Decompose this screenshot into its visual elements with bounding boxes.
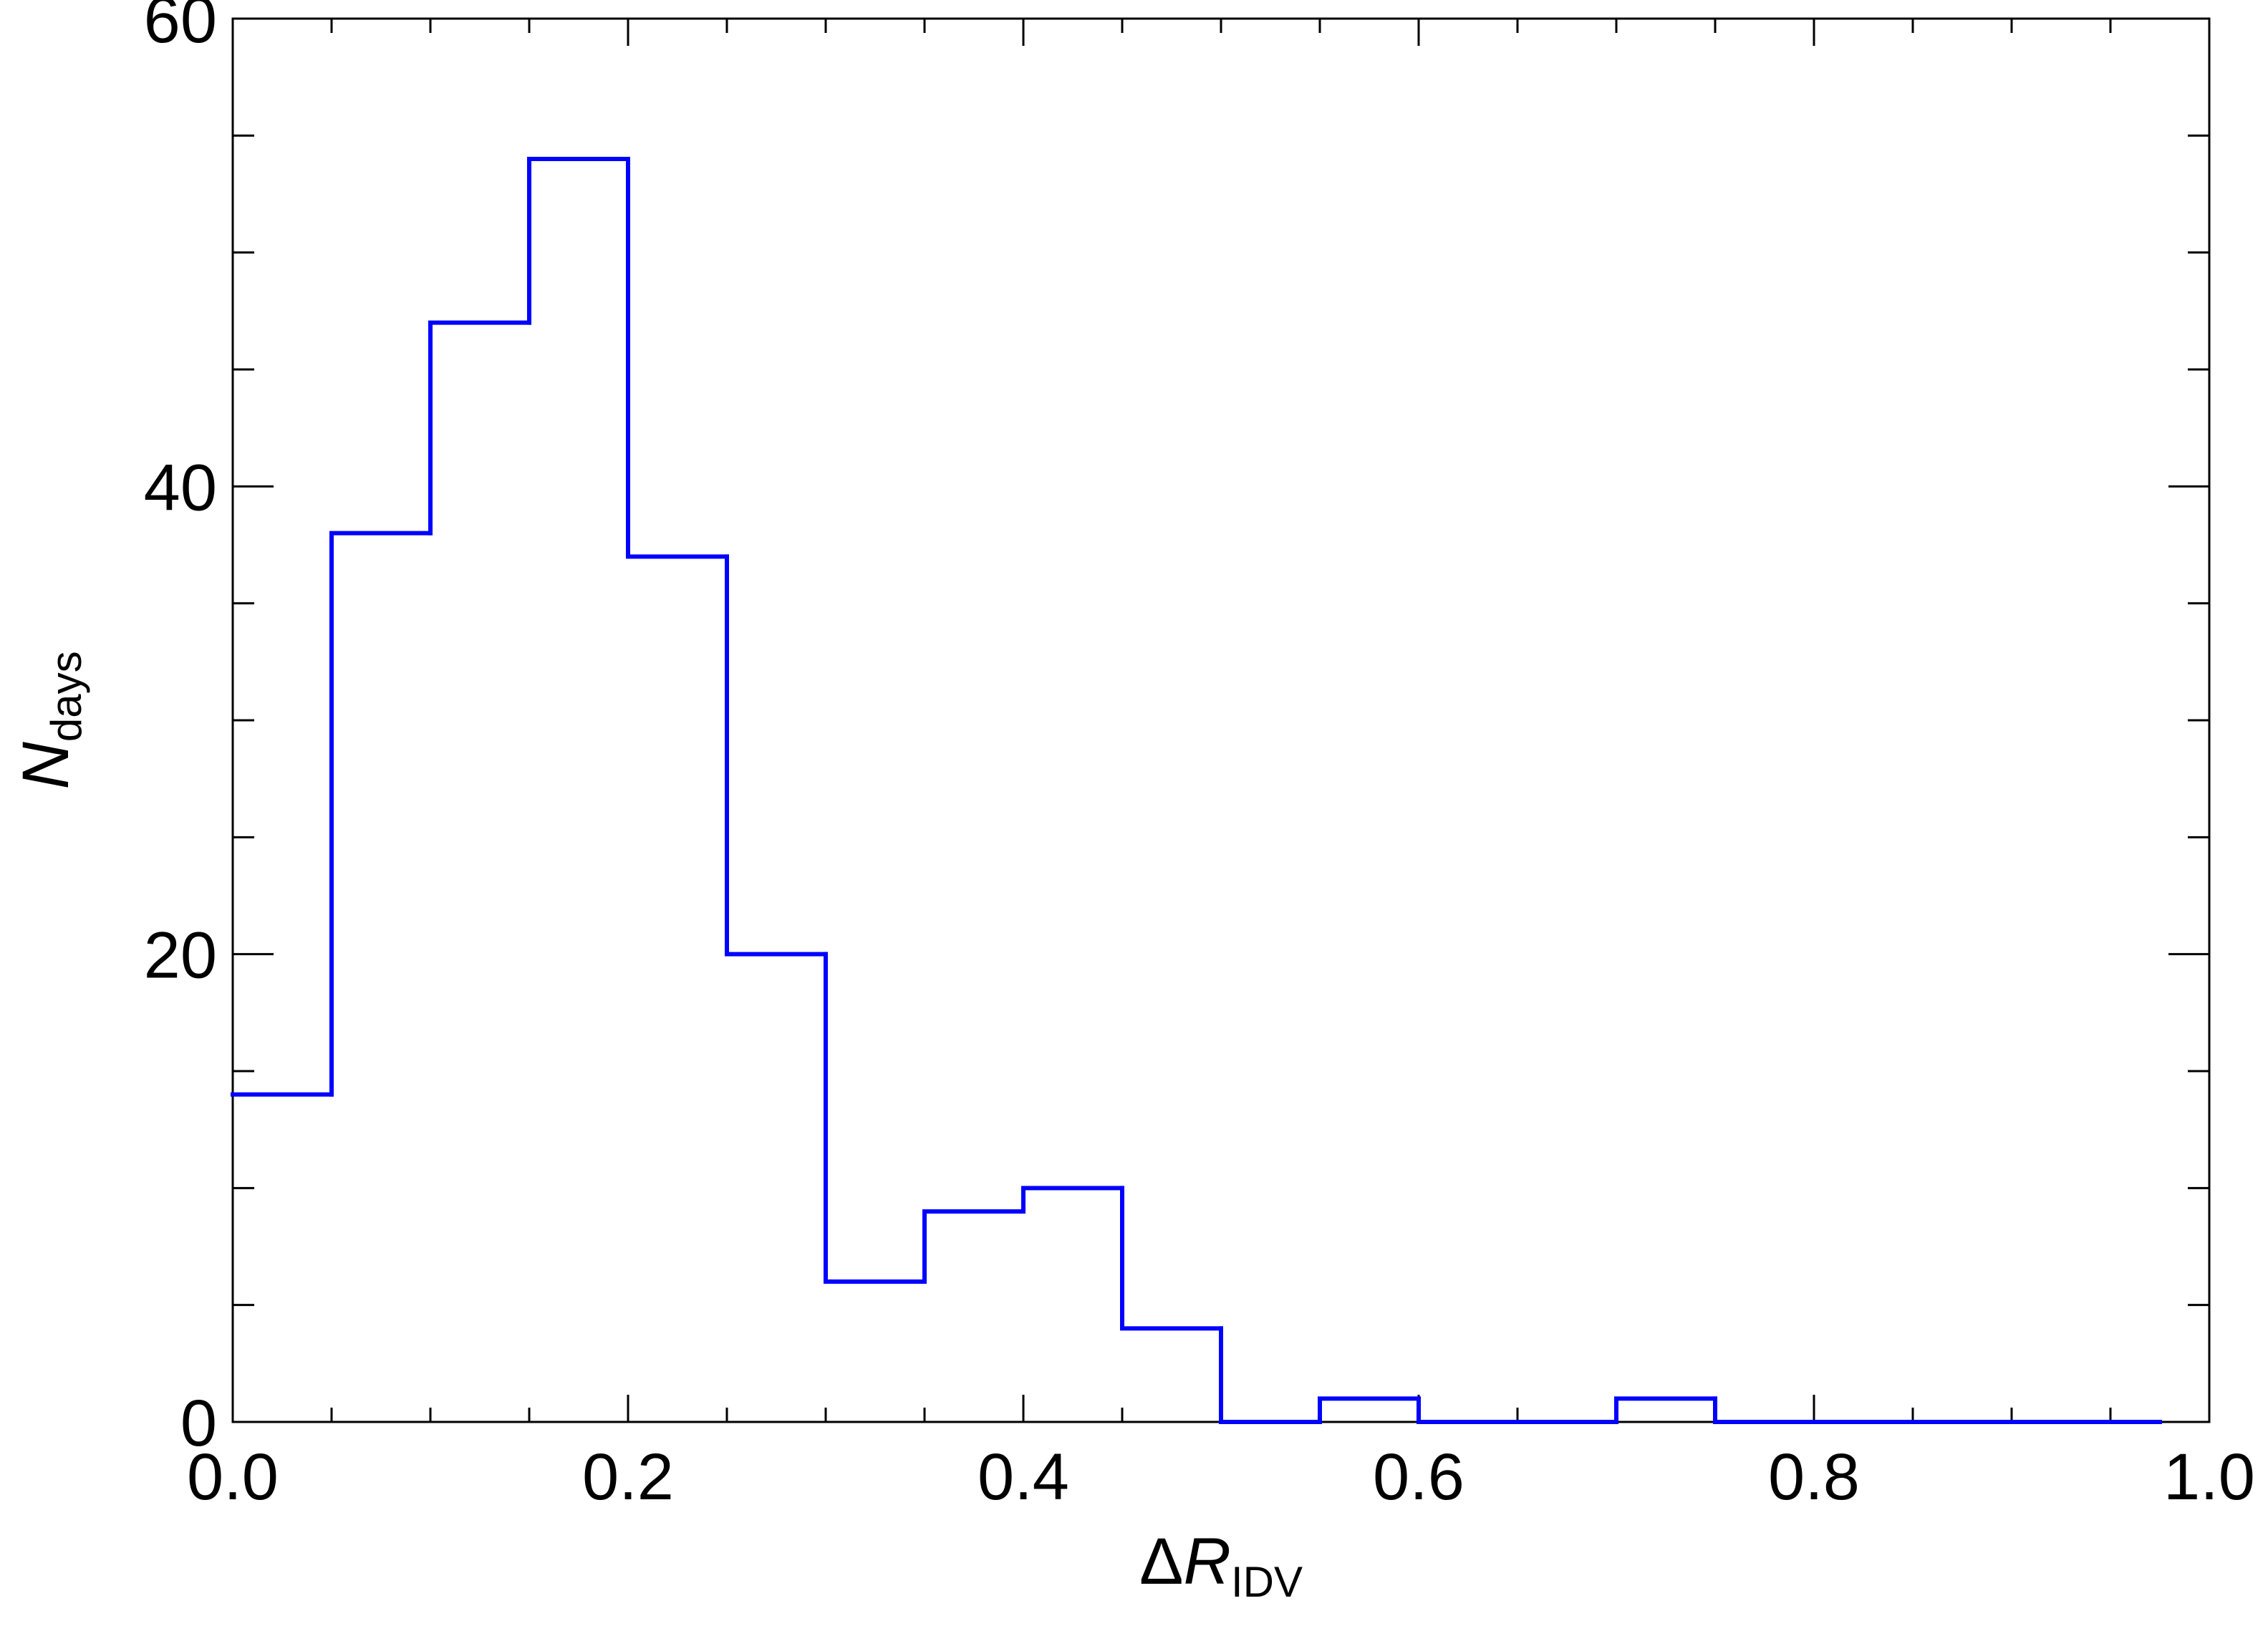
histogram-step xyxy=(725,554,828,957)
histogram-step xyxy=(329,531,433,1097)
histogram-step xyxy=(1713,1396,1816,1424)
y-tick-label: 40 xyxy=(144,451,217,524)
y-label-sub: days xyxy=(42,651,90,742)
histogram-step xyxy=(1219,1326,1322,1424)
y-axis-label: Ndays xyxy=(9,651,90,789)
histogram-step xyxy=(1614,1396,1717,1424)
histogram-step xyxy=(626,157,729,559)
x-label-var: R xyxy=(1183,1525,1230,1598)
histogram-step xyxy=(922,1209,1026,1284)
x-tick-label: 0.6 xyxy=(1373,1441,1464,1514)
x-tick-label: 0.8 xyxy=(1768,1441,1860,1514)
x-label-symbol: Δ xyxy=(1139,1525,1183,1598)
histogram-step xyxy=(1120,1186,1223,1331)
histogram-step xyxy=(1417,1396,1520,1424)
histogram-step xyxy=(428,320,531,536)
x-tick-label: 1.0 xyxy=(2163,1441,2255,1514)
x-tick-label: 0.4 xyxy=(978,1441,1069,1514)
y-tick-label: 60 xyxy=(144,0,217,57)
histogram-step xyxy=(1021,1186,1124,1214)
y-tick-label: 20 xyxy=(144,919,217,992)
x-tick-label: 0.2 xyxy=(582,1441,674,1514)
histogram-step xyxy=(527,157,630,325)
histogram-step xyxy=(1318,1396,1421,1424)
y-label-var: N xyxy=(9,742,82,790)
histogram-step xyxy=(824,952,927,1284)
x-label-sub: IDV xyxy=(1231,1558,1303,1606)
y-tick-label: 0 xyxy=(180,1387,217,1460)
x-tick-label: 0.0 xyxy=(187,1441,279,1514)
x-axis-label: ΔRIDV xyxy=(1139,1525,1303,1606)
